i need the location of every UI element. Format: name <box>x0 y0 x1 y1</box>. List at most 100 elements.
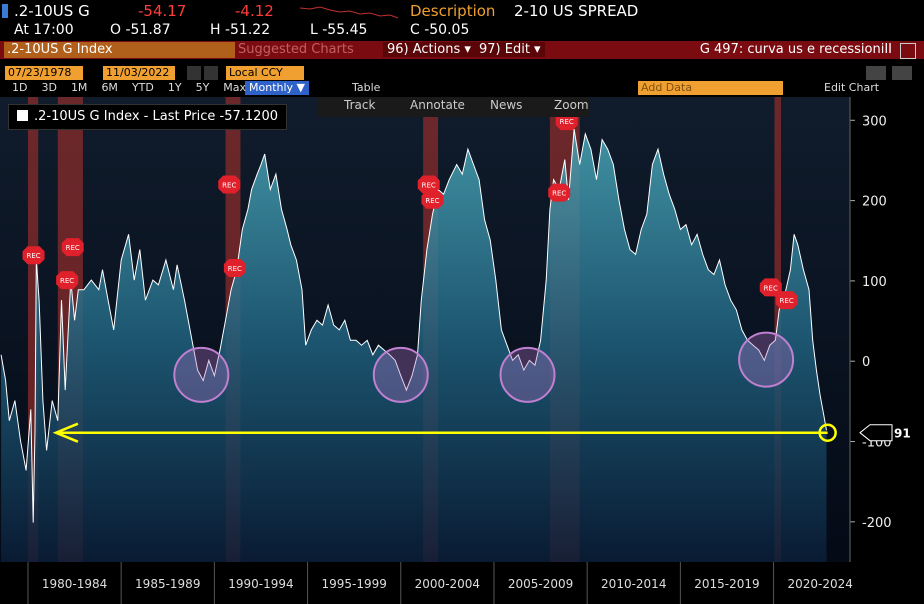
expand-icon[interactable] <box>900 43 916 59</box>
toolbar: Track Annotate News Zoom <box>318 97 590 117</box>
period-btn[interactable]: 1Y <box>167 81 182 94</box>
rec-octagon <box>548 183 571 202</box>
highlight-circle <box>738 331 795 388</box>
rec-octagon <box>421 190 444 209</box>
high: H -51.22 <box>210 22 271 38</box>
arrow-head <box>52 422 79 443</box>
redo-btn[interactable] <box>892 66 912 80</box>
next-btn[interactable] <box>204 66 218 80</box>
period-btn[interactable]: 3D <box>41 81 57 94</box>
start-date[interactable]: 07/23/1978 <box>5 66 83 80</box>
end-date[interactable]: 11/03/2022 <box>103 66 175 80</box>
low: L -55.45 <box>310 22 368 38</box>
rec-octagon <box>56 271 79 290</box>
period-btn[interactable]: YTD <box>131 81 154 94</box>
rec-octagon <box>218 175 241 194</box>
rec-label: REC <box>26 252 40 260</box>
table-btn[interactable]: Table <box>352 81 381 94</box>
rec-label: REC <box>552 190 566 198</box>
rec-octagon <box>22 246 45 265</box>
rec-label: REC <box>422 182 436 190</box>
y-tick-label: -200 <box>862 516 892 531</box>
x-tick-label: 1985-1989 <box>135 577 200 591</box>
rec-octagon <box>759 278 782 297</box>
rec-octagon <box>61 238 84 257</box>
last-price: -54.17 <box>138 2 187 20</box>
toolbar-btn[interactable]: Track <box>344 98 376 112</box>
close: C -50.05 <box>410 22 470 38</box>
rec-octagon <box>417 175 440 194</box>
rec-marker: REC <box>223 259 246 278</box>
period-btn[interactable]: Max <box>223 81 247 94</box>
x-tick-label: 1990-1994 <box>228 577 293 591</box>
y-tick-label: 0 <box>862 355 870 370</box>
description: 2-10 US SPREAD <box>514 2 639 20</box>
suggested-charts[interactable]: Suggested Charts <box>238 42 354 57</box>
marker-label: 91 <box>894 427 911 441</box>
rec-marker: REC <box>22 246 45 265</box>
rec-octagon <box>775 291 798 310</box>
period-btn[interactable]: 1M <box>70 81 88 94</box>
highlight-circle <box>372 346 429 403</box>
rec-label: REC <box>60 277 74 285</box>
x-tick-label: 1980-1984 <box>42 577 107 591</box>
highlight-circle <box>173 346 230 403</box>
marker-box <box>859 424 893 442</box>
add-data[interactable]: Add Data <box>638 81 783 95</box>
rec-marker: REC <box>759 278 782 297</box>
rec-marker: REC <box>56 271 79 290</box>
line <box>0 129 827 523</box>
period-btn[interactable]: 6M <box>101 81 118 94</box>
currency[interactable]: Local CCY <box>226 66 304 80</box>
chart: RECRECRECRECRECRECRECRECRECRECREC3002001… <box>0 97 924 604</box>
x-tick-label: 2000-2004 <box>415 577 480 591</box>
y-tick-label: 100 <box>862 275 887 290</box>
prev-btn[interactable] <box>187 66 201 80</box>
edit-menu[interactable]: 97) Edit ▾ <box>475 42 545 57</box>
area <box>1 129 827 562</box>
ticker: .2-10US G <box>14 2 90 20</box>
undo-btn[interactable] <box>866 66 886 80</box>
right-marker: 91 <box>859 424 911 442</box>
x-tick-label: 2010-2014 <box>601 577 666 591</box>
y-tick-label: 200 <box>862 195 887 210</box>
change: -4.12 <box>235 2 274 20</box>
frequency[interactable]: Monthly ▼ <box>245 81 309 95</box>
rec-marker: REC <box>61 238 84 257</box>
security-field[interactable]: .2-10US G Index <box>4 42 235 58</box>
rec-label: REC <box>425 197 439 205</box>
legend: .2-10US G Index - Last Price -57.1200 <box>8 104 287 130</box>
toolbar-btn[interactable]: Annotate <box>410 98 465 112</box>
time: At 17:00 <box>14 22 74 38</box>
x-tick-label: 1995-1999 <box>321 577 386 591</box>
rec-marker: REC <box>421 190 444 209</box>
rec-label: REC <box>764 284 778 292</box>
legend-text: .2-10US G Index - Last Price -57.1200 <box>34 109 278 124</box>
toolbar-btn[interactable]: News <box>490 98 523 112</box>
x-tick-label: 2005-2009 <box>508 577 573 591</box>
chart-name: G 497: curva us e recessioniII <box>699 42 892 57</box>
sparkline <box>300 6 399 19</box>
toolbar-btn[interactable]: Zoom <box>554 98 589 112</box>
edit-chart[interactable]: Edit Chart <box>824 81 880 94</box>
period-btn[interactable]: 5Y <box>195 81 210 94</box>
open: O -51.87 <box>110 22 171 38</box>
rec-marker: REC <box>548 183 571 202</box>
icon <box>2 4 8 18</box>
highlight-circle <box>499 346 556 403</box>
arrow-end <box>818 423 837 442</box>
rec-label: REC <box>780 297 794 305</box>
rec-label: REC <box>222 182 236 190</box>
recession-band <box>27 97 39 562</box>
x-tick-label: 2020-2024 <box>787 577 852 591</box>
legend-swatch <box>17 110 28 121</box>
y-tick-label: 300 <box>862 114 887 129</box>
rec-marker: REC <box>775 291 798 310</box>
actions-menu[interactable]: 96) Actions ▾ <box>383 42 475 57</box>
period-btn[interactable]: 1D <box>12 81 28 94</box>
rec-label: REC <box>66 244 80 252</box>
x-tick-label: 2015-2019 <box>694 577 759 591</box>
rec-marker: REC <box>218 175 241 194</box>
rec-label: REC <box>560 118 574 126</box>
